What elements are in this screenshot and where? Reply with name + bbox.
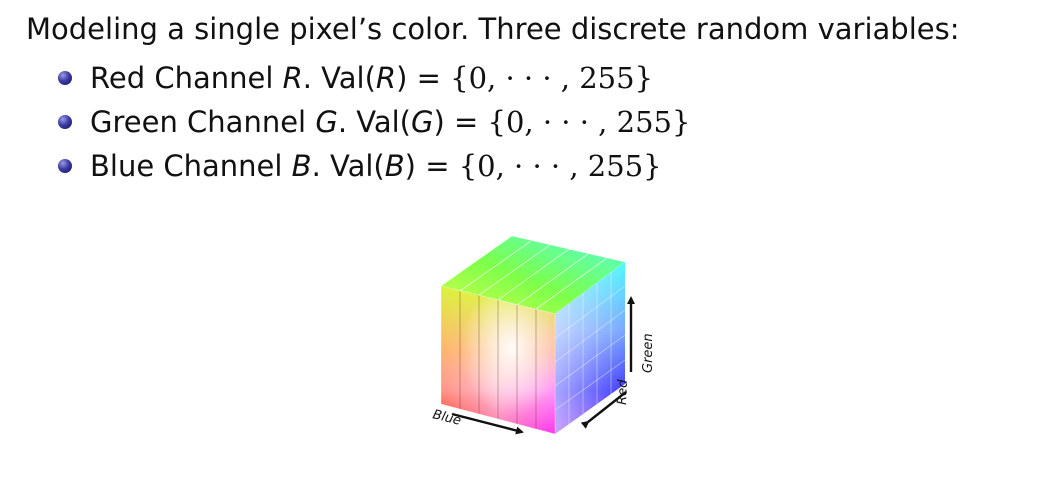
bullet-red-channel: Red Channel R. Val(R) = {0, · · · , 255} xyxy=(58,58,690,102)
blue-axis-arrow-icon xyxy=(451,412,524,435)
axis-red-label: Red xyxy=(615,379,631,406)
val-variable: R xyxy=(375,61,397,95)
intro-text: Modeling a single pixel’s color. Three d… xyxy=(26,12,960,46)
channel-variable: G xyxy=(315,105,338,139)
cube-front-face xyxy=(440,240,608,435)
val-close: ) = xyxy=(404,149,459,183)
variable-list: Red Channel R. Val(R) = {0, · · · , 255}… xyxy=(58,58,690,190)
period: . Val( xyxy=(311,149,385,183)
value-set: {0, · · · , 255} xyxy=(450,61,654,95)
axis-blue: Blue xyxy=(431,407,524,435)
axis-blue-label: Blue xyxy=(431,407,463,429)
channel-name: Red Channel xyxy=(90,61,274,95)
bullet-dot-icon xyxy=(58,71,72,85)
val-close: ) = xyxy=(396,61,451,95)
bullet-green-channel: Green Channel G. Val(G) = {0, · · · , 25… xyxy=(58,102,690,146)
value-set: {0, · · · , 255} xyxy=(487,105,691,139)
channel-name: Blue Channel xyxy=(90,149,283,183)
channel-variable: R xyxy=(282,61,303,95)
channel-variable: B xyxy=(291,149,312,183)
val-variable: B xyxy=(384,149,405,183)
axis-green-label: Green xyxy=(641,333,656,373)
red-axis-arrow-icon xyxy=(580,391,627,429)
cube-side-face xyxy=(554,262,626,434)
value-set: {0, · · · , 255} xyxy=(458,149,662,183)
bullet-dot-icon xyxy=(58,115,72,129)
channel-name: Green Channel xyxy=(90,105,307,139)
bullet-blue-channel: Blue Channel B. Val(B) = {0, · · · , 255… xyxy=(58,146,690,190)
val-variable: G xyxy=(410,105,434,139)
period: . Val( xyxy=(302,61,376,95)
period: . Val( xyxy=(337,105,411,139)
axis-red: Red xyxy=(580,379,631,429)
bullet-dot-icon xyxy=(58,159,72,173)
val-close: ) = xyxy=(433,105,488,139)
axis-green: Green xyxy=(627,296,656,373)
